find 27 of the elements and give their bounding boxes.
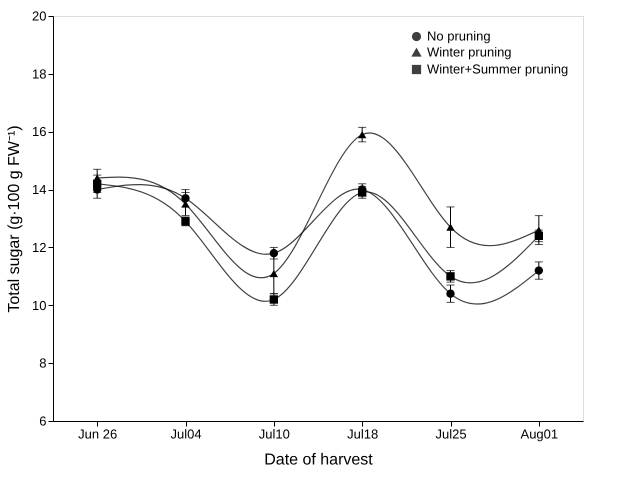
point [446, 290, 455, 298]
legend-label: Winter pruning [427, 44, 512, 60]
x-axis-title: Date of harvest [264, 452, 374, 468]
y-tick-label: 10 [32, 298, 46, 313]
x-tick-label: Jul10 [258, 426, 290, 442]
y-tick-label: 16 [32, 124, 46, 140]
point [358, 130, 366, 138]
legend-label: No pruning [427, 28, 491, 44]
x-tick-label: Jul04 [170, 426, 202, 442]
y-tick-label: 12 [32, 240, 46, 255]
legend-label: Winter+Summer pruning [427, 62, 568, 76]
y-tick-label: 6 [39, 414, 46, 428]
y-tick-label: 8 [39, 356, 46, 371]
point [270, 270, 278, 278]
x-tick-label: Aug01 [520, 426, 558, 442]
x-tick-label: Jul18 [347, 426, 378, 442]
x-tick-label: Jun 26 [78, 426, 118, 442]
y-tick-label: 14 [32, 182, 46, 198]
point [92, 180, 102, 188]
y-tick-label: 18 [32, 66, 46, 82]
point [446, 224, 455, 231]
y-axis-title: Total sugar (g·100 g FW⁻¹) [6, 125, 24, 313]
x-tick-label: Jul25 [435, 426, 467, 442]
point [181, 194, 190, 202]
point [534, 266, 544, 275]
y-tick-label: 20 [32, 8, 46, 24]
point [270, 249, 278, 258]
